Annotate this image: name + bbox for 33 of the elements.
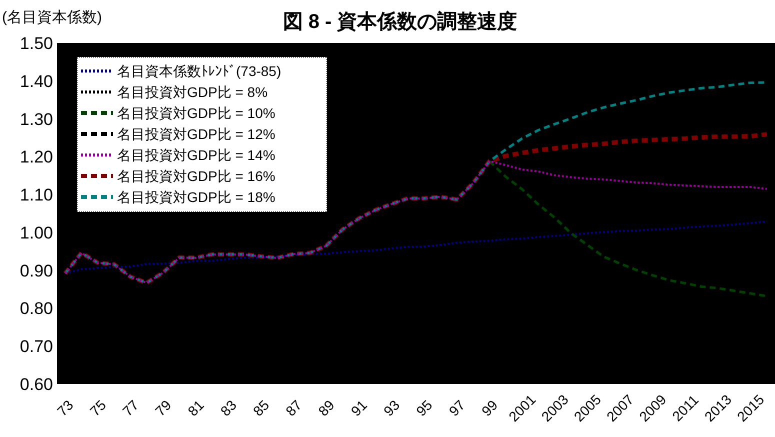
- legend-label: 名目投資対GDP比 = 12%: [117, 126, 276, 142]
- y-tick-label: 1.00: [20, 223, 53, 242]
- x-tick-label: 73: [54, 396, 76, 420]
- y-tick-label: 1.10: [20, 186, 53, 205]
- x-tick-label: 99: [478, 396, 501, 420]
- x-tick-label: 95: [412, 396, 436, 420]
- legend-label: 名目投資対GDP比 = 16%: [117, 168, 276, 184]
- x-tick-label: 79: [152, 396, 174, 420]
- y-tick-label: 1.50: [20, 34, 53, 53]
- x-tick-label: 77: [119, 396, 142, 420]
- y-tick-label: 0.80: [20, 299, 53, 318]
- x-tick-label: 93: [380, 396, 403, 420]
- x-tick-label: 85: [250, 396, 272, 420]
- y-tick-label: 0.60: [20, 375, 53, 394]
- y-tick-label: 1.20: [20, 148, 53, 167]
- legend-label: 名目資本係数ﾄﾚﾝﾄﾞ(73-85): [117, 63, 282, 79]
- y-tick-label: 0.90: [20, 261, 53, 280]
- x-tick-label: 87: [282, 396, 305, 420]
- x-tick-label: 83: [217, 396, 240, 420]
- x-tick-label: 89: [315, 396, 338, 420]
- y-tick-label: 1.40: [20, 72, 53, 91]
- chart-title: 図 8 - 資本係数の調整速度: [282, 10, 518, 33]
- legend-label: 名目投資対GDP比 = 8%: [117, 84, 268, 100]
- x-tick-label: 81: [184, 396, 208, 420]
- x-tick-label: 75: [86, 396, 110, 420]
- x-tick-label: 97: [446, 396, 468, 420]
- x-tick-label: 91: [348, 396, 370, 420]
- y-tick-label: 1.30: [20, 110, 53, 129]
- y-tick-label: 0.70: [20, 337, 53, 356]
- legend-label: 名目投資対GDP比 = 14%: [117, 147, 276, 163]
- legend-label: 名目投資対GDP比 = 10%: [117, 105, 276, 121]
- legend-label: 名目投資対GDP比 = 18%: [117, 189, 276, 205]
- y-axis-title: (名目資本係数): [2, 9, 102, 26]
